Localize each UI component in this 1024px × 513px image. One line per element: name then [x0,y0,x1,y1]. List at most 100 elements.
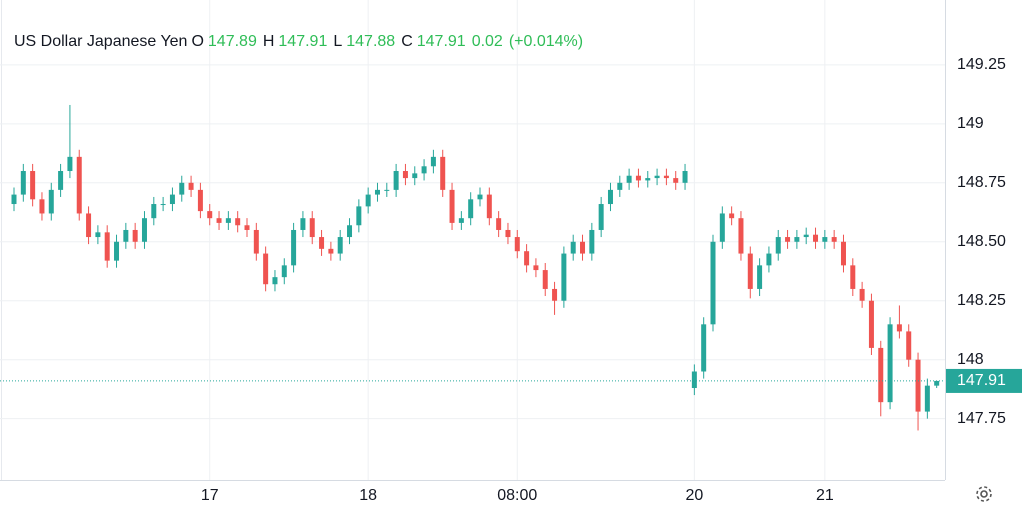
ohlc-value: 147.91 [278,33,328,50]
candle-body [430,156,436,167]
candle-body [263,253,269,285]
candle-body [710,241,716,325]
candle-body [682,171,688,183]
candle-body [347,225,353,238]
candle-body [850,265,856,289]
last-price-box [946,368,1022,393]
y-tick-label: 149.25 [957,56,1006,73]
candle-body [291,229,297,266]
candle-body [701,324,707,372]
candle-body [477,194,483,200]
x-tick-label: 18 [359,487,377,504]
candle-body [104,232,110,261]
x-tick-label: 20 [685,487,703,504]
candle-body [48,189,54,214]
ohlc-value: 147.88 [346,33,396,50]
y-tick-label: 148.25 [957,292,1006,309]
candle-body [719,213,725,242]
candle-body [319,237,325,249]
candle-body [738,218,744,254]
ohlc-value: 147.91 [416,33,466,50]
candle-body [635,175,641,181]
candle-body [141,218,147,242]
ohlc-value: 147.89 [207,33,257,50]
candle-body [654,175,660,179]
candle-body [281,265,287,278]
candle-body [617,182,623,190]
candle-body [766,253,772,266]
candle-body [440,156,446,190]
candle-body [188,182,194,190]
candle-body [915,359,921,412]
candle-body [300,218,306,230]
candle-body [412,173,418,179]
ohlc-label: L [333,33,343,50]
candle-body [421,166,427,174]
candle-body [160,204,166,206]
candle-body [123,229,129,242]
candle-body [374,189,380,195]
candle-body [524,251,530,266]
candle-body [831,237,837,242]
candle-body [775,237,781,254]
candle-body [691,371,697,389]
last-price-label: 147.91 [957,372,1006,389]
candle-body [393,171,399,190]
candle-body [663,175,669,179]
candle-body [20,171,26,195]
candle-body [859,288,865,301]
candle-body [151,204,157,219]
y-tick-label: 149 [957,115,984,132]
candle-body [934,380,940,386]
candle-body [272,277,278,285]
candle-body [39,199,45,214]
candle-body [813,234,819,242]
candle-body [95,232,101,238]
candle-body [253,229,259,254]
ohlc-label: C [401,33,413,50]
candle-body [225,218,231,223]
candle-body [552,288,558,301]
x-tick-label: 21 [816,487,834,504]
y-tick-label: 148 [957,351,984,368]
candle-body [607,189,613,205]
y-tick-label: 148.50 [957,233,1006,250]
candle-body [309,218,315,238]
candle-body [906,331,912,360]
candle-body [840,241,846,266]
candle-body [132,229,138,242]
candle-body [729,213,735,219]
candle-body [673,178,679,183]
candle-body [384,189,390,191]
candle-body [486,194,492,219]
candle-body [402,171,408,179]
change-value: 0.02 [471,33,503,50]
candle-body [356,206,362,226]
settings-icon[interactable] [976,486,992,502]
candle-body [598,204,604,230]
candle-body [207,211,213,219]
candle-body [542,270,548,289]
candle-body [458,218,464,223]
grid [0,0,945,480]
candle-body [645,178,651,181]
candle-body [505,229,511,238]
x-tick-label: 17 [201,487,219,504]
symbol-title: US Dollar Japanese Yen [14,33,188,50]
legend-header: US Dollar Japanese Yen O 147.89 H 147.91 L 147… [14,33,589,51]
candle-body [757,265,763,289]
candle-body [365,194,371,207]
candle-body [822,237,828,242]
candle-body [337,237,343,254]
candle-body [878,347,884,403]
candle-body [803,234,809,238]
candle-body [533,265,539,271]
candle-body [30,171,36,200]
candle-body [626,175,632,183]
change-percent: (+0.014%) [508,33,584,50]
ohlc-label: O [191,33,204,50]
candle-body [235,218,241,226]
candle-body [76,156,82,214]
